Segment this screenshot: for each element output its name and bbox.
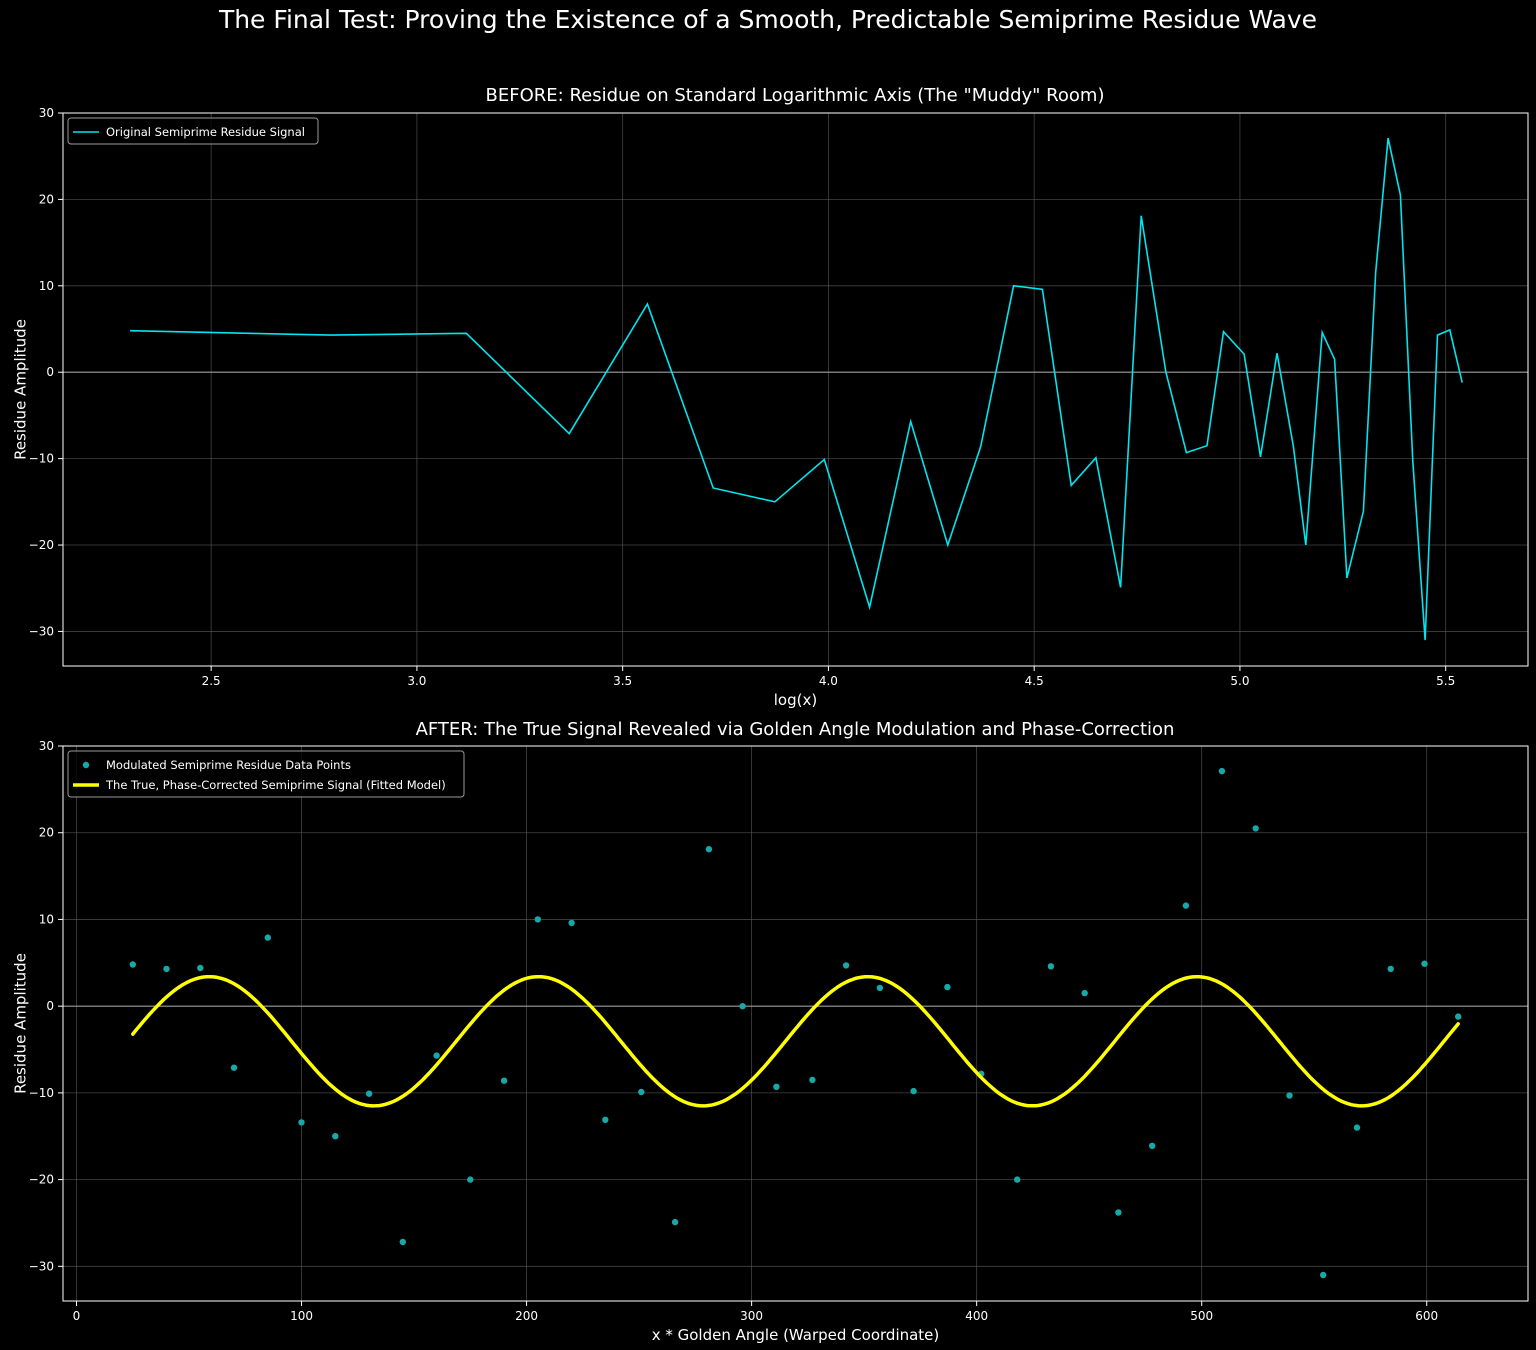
data-point xyxy=(773,1083,780,1091)
data-point xyxy=(705,846,713,853)
x-tick-label: 300 xyxy=(740,1309,763,1323)
after-chart-axes-frame xyxy=(62,745,1529,1302)
y-tick-label: 30 xyxy=(39,739,54,753)
before-chart-plot-area xyxy=(130,137,1463,641)
y-tick-label: −30 xyxy=(29,624,54,638)
legend-box xyxy=(67,750,465,798)
data-point xyxy=(944,983,951,991)
data-point xyxy=(1320,1271,1327,1279)
data-point xyxy=(332,1133,339,1140)
after-chart-panel: AFTER: The True Signal Revealed via Gold… xyxy=(11,719,1529,1344)
x-tick-label: 3.5 xyxy=(613,674,632,688)
residue-signal-line xyxy=(130,137,1463,641)
data-point xyxy=(1286,1092,1293,1099)
y-tick-label: 20 xyxy=(39,826,54,840)
data-point xyxy=(1387,965,1394,973)
data-point xyxy=(298,1119,305,1126)
y-tick-label: 0 xyxy=(46,365,54,379)
before-chart-legend[interactable]: Original Semiprime Residue Signal xyxy=(67,117,319,145)
data-point xyxy=(534,916,541,923)
after-chart-legend[interactable]: Modulated Semiprime Residue Data Points T… xyxy=(67,750,465,798)
data-point xyxy=(197,964,204,972)
data-point xyxy=(1455,1013,1462,1020)
data-point xyxy=(1252,825,1259,832)
y-tick-label: −20 xyxy=(29,538,54,552)
after-chart-x-ticks: 0 100 200 300 400 500 600 xyxy=(73,1301,1438,1323)
data-point xyxy=(500,1077,508,1084)
legend-marker-scatter xyxy=(82,761,90,769)
data-point xyxy=(365,1090,373,1097)
legend-box xyxy=(67,117,319,145)
data-point xyxy=(1182,902,1190,909)
data-point xyxy=(1115,1209,1122,1216)
x-tick-label: 3.0 xyxy=(407,674,426,688)
data-point xyxy=(433,1052,440,1059)
data-point xyxy=(163,965,170,973)
x-tick-label: 4.5 xyxy=(1025,674,1044,688)
data-point xyxy=(910,1087,917,1095)
x-tick-label: 5.0 xyxy=(1230,674,1249,688)
data-point xyxy=(739,1003,746,1010)
x-tick-label: 5.5 xyxy=(1436,674,1455,688)
data-point xyxy=(809,1076,816,1084)
x-tick-label: 0 xyxy=(73,1309,81,1323)
data-point xyxy=(230,1064,238,1071)
fitted-model-line xyxy=(131,974,1460,1108)
y-tick-label: 30 xyxy=(39,106,54,120)
before-chart-x-ticks: 2.5 3.0 3.5 4.0 4.5 5.0 5.5 xyxy=(202,666,1455,688)
data-point xyxy=(1014,1176,1021,1183)
data-point xyxy=(568,919,575,927)
data-point xyxy=(876,984,884,992)
data-point xyxy=(1421,960,1428,967)
before-chart-y-ticks: −30 −20 −10 0 10 20 30 xyxy=(29,106,63,638)
after-chart-title: AFTER: The True Signal Revealed via Gold… xyxy=(416,719,1175,740)
y-tick-label: −20 xyxy=(29,1173,54,1187)
before-chart-y-axis-label: Residue Amplitude xyxy=(11,319,29,460)
x-tick-label: 400 xyxy=(965,1309,988,1323)
x-tick-label: 2.5 xyxy=(202,674,221,688)
data-point xyxy=(638,1088,645,1096)
y-tick-label: −10 xyxy=(29,1086,54,1100)
y-tick-label: 10 xyxy=(39,279,54,293)
legend-entry-label: Modulated Semiprime Residue Data Points xyxy=(106,758,351,772)
y-tick-label: 0 xyxy=(46,999,54,1013)
legend-entry-label: Original Semiprime Residue Signal xyxy=(106,125,305,139)
data-point xyxy=(1218,767,1226,775)
data-point xyxy=(467,1176,474,1183)
before-chart-title: BEFORE: Residue on Standard Logarithmic … xyxy=(486,85,1105,106)
x-tick-label: 200 xyxy=(515,1309,538,1323)
data-point xyxy=(1353,1124,1361,1131)
x-tick-label: 600 xyxy=(1415,1309,1438,1323)
before-chart-axes-frame xyxy=(62,112,1529,667)
before-chart-panel: BEFORE: Residue on Standard Logarithmic … xyxy=(11,85,1529,709)
x-tick-label: 500 xyxy=(1190,1309,1213,1323)
legend-entry-label: The True, Phase-Corrected Semiprime Sign… xyxy=(105,778,446,792)
after-chart-y-ticks: −30 −20 −10 0 10 20 30 xyxy=(29,739,63,1273)
x-tick-label: 4.0 xyxy=(819,674,838,688)
figure-suptitle: The Final Test: Proving the Existence of… xyxy=(218,5,1317,34)
data-point xyxy=(671,1218,679,1226)
data-point xyxy=(1149,1142,1156,1150)
x-tick-label: 100 xyxy=(290,1309,313,1323)
data-point xyxy=(399,1238,406,1246)
y-tick-label: 10 xyxy=(39,912,54,926)
data-point xyxy=(602,1116,609,1124)
data-point xyxy=(842,962,850,969)
data-point xyxy=(1047,963,1055,970)
y-tick-label: −10 xyxy=(29,452,54,466)
before-chart-x-axis-label: log(x) xyxy=(774,691,817,709)
data-point xyxy=(264,934,271,941)
after-chart-plot-area xyxy=(129,767,1462,1279)
data-point xyxy=(129,961,136,968)
after-chart-x-axis-label: x * Golden Angle (Warped Coordinate) xyxy=(652,1326,940,1344)
y-tick-label: −30 xyxy=(29,1259,54,1273)
data-point xyxy=(1081,989,1088,997)
y-tick-label: 20 xyxy=(39,192,54,206)
after-chart-y-axis-label: Residue Amplitude xyxy=(11,953,29,1094)
